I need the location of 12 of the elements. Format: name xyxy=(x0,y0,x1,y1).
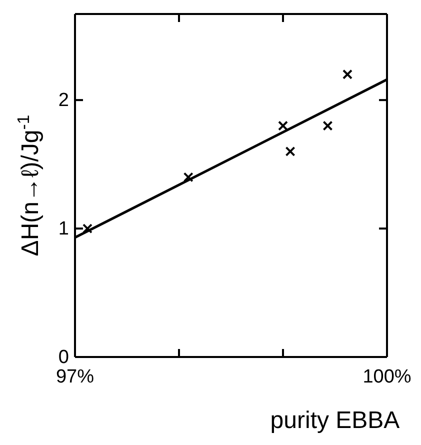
x-tick-label: 97% xyxy=(56,366,94,388)
y-tick-label: 0 xyxy=(58,347,69,368)
point xyxy=(342,69,352,80)
point xyxy=(285,146,296,156)
point xyxy=(322,120,333,131)
point xyxy=(278,120,288,131)
x-tick-label: 100% xyxy=(362,366,412,388)
y-tick-label: 1 xyxy=(58,218,69,240)
y-tick-label: 2 xyxy=(58,90,69,112)
point xyxy=(183,172,194,182)
point xyxy=(82,224,92,234)
x-axis-title: purity EBBA xyxy=(270,407,400,434)
